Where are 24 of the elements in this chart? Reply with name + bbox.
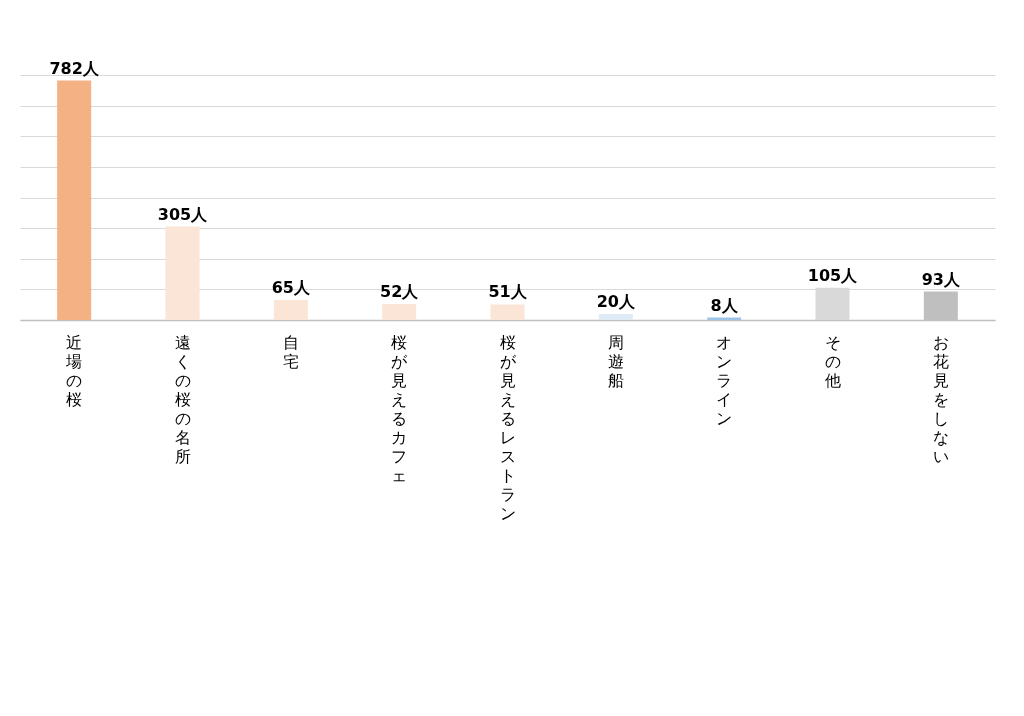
bar [490,304,525,320]
x-tick-label: 遠くの桜の名所 [174,332,191,466]
category-label: 桜が見えるレストラン [499,332,516,523]
data-label: 782人 [49,58,100,78]
data-label: 93人 [921,269,961,289]
bar [382,304,417,320]
bar [598,313,633,320]
x-tick-label: オンライン [716,332,733,428]
bar [57,80,92,320]
x-tick-label: 自宅 [282,332,299,371]
x-tick-label: その他 [824,332,841,390]
bar [165,226,200,320]
data-label: 52人 [380,282,420,302]
x-tick-label: 近場の桜 [65,332,83,409]
data-label: 105人 [807,265,859,285]
x-tick-label: お花見をしない [932,332,949,466]
bar [273,300,308,320]
data-label: 65人 [271,278,311,298]
x-tick-label: 桜が見えるカフェ [391,332,409,485]
data-label: 305人 [157,204,209,224]
x-tick-label: 周遊船 [607,332,624,390]
data-label: 20人 [596,291,636,311]
data-label: 51人 [488,282,528,302]
data-label: 8人 [710,295,739,315]
